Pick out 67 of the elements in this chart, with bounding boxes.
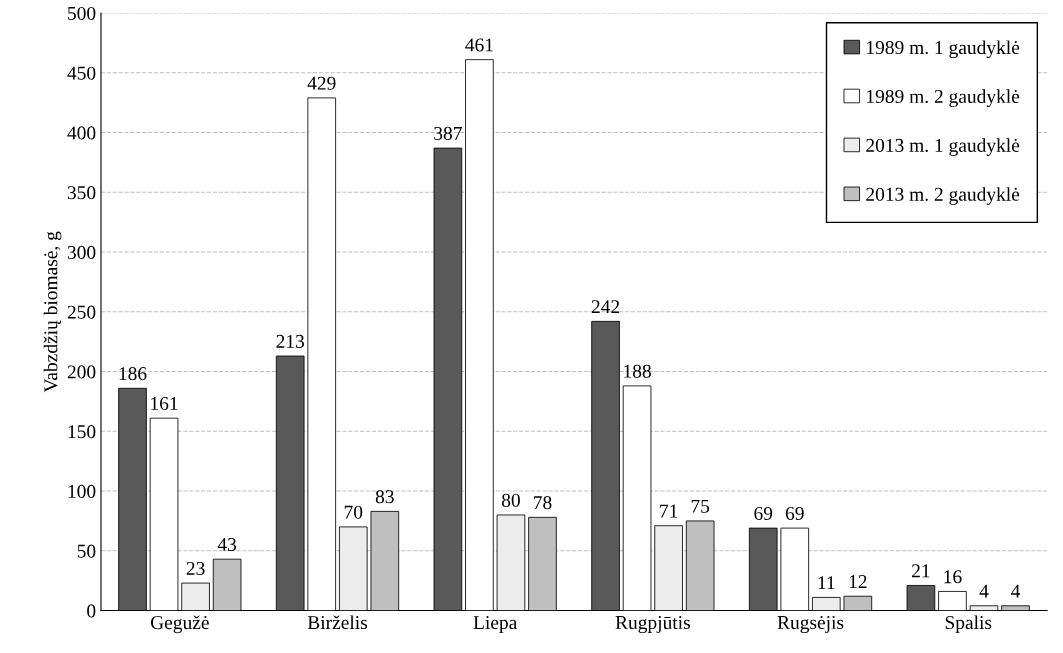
y-tick-label: 50 — [77, 544, 96, 558]
data-label: 83 — [375, 490, 394, 504]
data-label: 188 — [624, 364, 651, 378]
bar — [496, 514, 526, 611]
legend-label: 1989 m. 1 gaudyklė — [867, 40, 1020, 59]
x-tick-label: Rugpjūtis — [615, 615, 690, 634]
y-tick-label: 200 — [67, 365, 96, 379]
data-label: 387 — [434, 126, 462, 140]
y-tick-label: 350 — [67, 186, 96, 200]
bar — [906, 585, 936, 611]
y-tick-label: 150 — [68, 425, 96, 439]
bar — [748, 527, 778, 611]
y-tick-label: 100 — [68, 484, 96, 498]
data-label: 242 — [591, 300, 620, 314]
data-label: 80 — [501, 493, 520, 507]
x-tick-label: Liepa — [473, 616, 518, 634]
data-label: 43 — [217, 537, 237, 552]
data-label: 11 — [818, 576, 835, 590]
y-axis-title: Vabzdžių biomasė, g — [43, 231, 62, 393]
data-label: 186 — [119, 367, 147, 381]
data-label: 4 — [1011, 584, 1021, 598]
legend-label: 2013 m. 1 gaudyklė — [866, 138, 1020, 156]
y-tick-label: 450 — [67, 66, 96, 80]
bar — [938, 591, 967, 611]
data-label: 4 — [979, 584, 989, 598]
data-label: 69 — [785, 506, 804, 520]
bar — [1001, 605, 1030, 611]
data-label: 213 — [276, 334, 305, 348]
bar — [433, 147, 463, 611]
bar — [591, 320, 620, 611]
bar — [654, 525, 683, 611]
bar — [212, 558, 242, 611]
bar — [118, 387, 147, 611]
data-label: 23 — [186, 561, 205, 575]
bar — [622, 385, 652, 611]
data-label: 71 — [660, 504, 678, 518]
x-tick-label: Gegužė — [150, 615, 209, 634]
x-tick-label: Spalis — [945, 615, 992, 634]
bar — [812, 596, 841, 611]
bar — [181, 582, 210, 611]
legend-label: 1989 m. 2 gaudyklė — [867, 89, 1020, 108]
y-tick-label: 300 — [67, 245, 96, 259]
data-label: 429 — [307, 76, 336, 90]
bar — [307, 97, 337, 611]
bar — [843, 595, 873, 611]
x-tick-label: Birželis — [307, 615, 368, 630]
data-label: 70 — [344, 505, 363, 519]
y-tick-label: 500 — [68, 6, 96, 20]
y-tick-label: 0 — [87, 604, 96, 618]
bar — [465, 59, 494, 611]
data-label: 78 — [534, 496, 552, 510]
data-label: 69 — [754, 506, 773, 520]
data-label: 461 — [465, 38, 493, 52]
x-tick-label: Rugsėjis — [777, 615, 844, 634]
bar — [969, 605, 999, 611]
data-label: 161 — [151, 396, 178, 411]
data-label: 16 — [944, 570, 962, 584]
data-label: 75 — [691, 499, 710, 513]
data-label: 21 — [912, 564, 930, 578]
bar — [338, 526, 368, 611]
legend-label: 2013 m. 2 gaudyklė — [866, 187, 1020, 205]
y-tick-label: 250 — [67, 305, 96, 319]
bar — [780, 527, 810, 611]
bar — [149, 417, 179, 611]
bar — [275, 355, 305, 611]
y-tick-label: 400 — [67, 126, 96, 140]
data-label: 12 — [849, 575, 867, 588]
